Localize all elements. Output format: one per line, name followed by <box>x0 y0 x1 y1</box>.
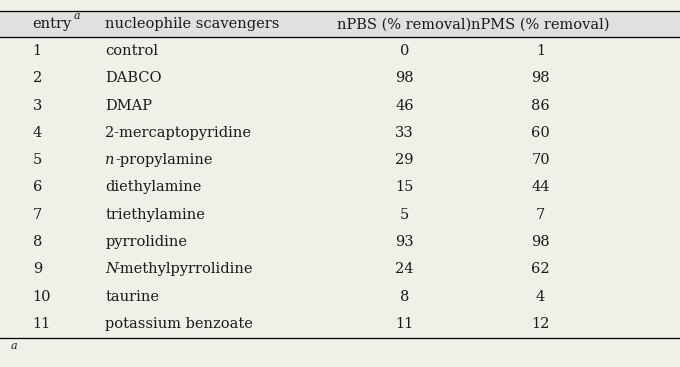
Text: 98: 98 <box>395 71 414 85</box>
Text: -propylamine: -propylamine <box>115 153 212 167</box>
Text: potassium benzoate: potassium benzoate <box>105 317 253 331</box>
Text: diethylamine: diethylamine <box>105 181 202 195</box>
Text: 4: 4 <box>33 126 42 140</box>
Text: 7: 7 <box>536 208 545 222</box>
Text: 1: 1 <box>536 44 545 58</box>
Text: 98: 98 <box>531 71 550 85</box>
Text: -methylpyrrolidine: -methylpyrrolidine <box>115 262 252 276</box>
Text: 10: 10 <box>33 290 51 304</box>
Text: 60: 60 <box>531 126 550 140</box>
Text: 15: 15 <box>395 181 414 195</box>
Text: 8: 8 <box>33 235 42 249</box>
Text: entry: entry <box>33 17 72 31</box>
Text: n: n <box>105 153 115 167</box>
Bar <box>0 11 680 37</box>
Text: pyrrolidine: pyrrolidine <box>105 235 188 249</box>
Text: 4: 4 <box>536 290 545 304</box>
Text: 9: 9 <box>33 262 42 276</box>
Text: nPBS (% removal): nPBS (% removal) <box>337 17 472 31</box>
Text: 6: 6 <box>33 181 42 195</box>
Text: 8: 8 <box>400 290 409 304</box>
Text: 93: 93 <box>395 235 414 249</box>
Text: 7: 7 <box>33 208 42 222</box>
Text: 5: 5 <box>400 208 409 222</box>
Text: 86: 86 <box>531 99 550 113</box>
Text: taurine: taurine <box>105 290 159 304</box>
Text: 12: 12 <box>531 317 550 331</box>
Text: 11: 11 <box>396 317 413 331</box>
Text: 2: 2 <box>33 71 42 85</box>
Text: N: N <box>105 262 118 276</box>
Text: a: a <box>10 341 17 351</box>
Text: 29: 29 <box>395 153 414 167</box>
Text: 62: 62 <box>531 262 550 276</box>
Text: 2-mercaptopyridine: 2-mercaptopyridine <box>105 126 252 140</box>
Text: DABCO: DABCO <box>105 71 162 85</box>
Text: control: control <box>105 44 158 58</box>
Text: nPMS (% removal): nPMS (% removal) <box>471 17 610 31</box>
Text: DMAP: DMAP <box>105 99 152 113</box>
Text: 1: 1 <box>33 44 41 58</box>
Text: 33: 33 <box>395 126 414 140</box>
Text: 98: 98 <box>531 235 550 249</box>
Text: a: a <box>73 11 80 21</box>
Text: 44: 44 <box>531 181 550 195</box>
Text: 3: 3 <box>33 99 42 113</box>
Text: 11: 11 <box>33 317 51 331</box>
Text: 46: 46 <box>395 99 414 113</box>
Text: triethylamine: triethylamine <box>105 208 205 222</box>
Text: 5: 5 <box>33 153 42 167</box>
Text: 0: 0 <box>400 44 409 58</box>
Text: 70: 70 <box>531 153 550 167</box>
Text: nucleophile scavengers: nucleophile scavengers <box>105 17 279 31</box>
Text: 24: 24 <box>395 262 414 276</box>
